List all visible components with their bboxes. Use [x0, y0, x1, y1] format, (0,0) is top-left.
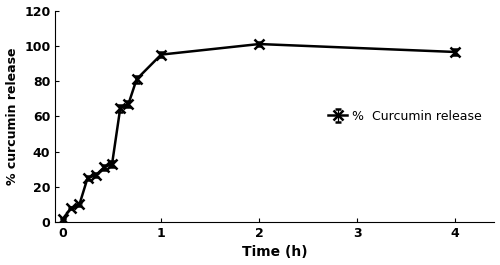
- X-axis label: Time (h): Time (h): [242, 245, 308, 259]
- Y-axis label: % curcumin release: % curcumin release: [6, 47, 18, 185]
- Legend: %  Curcumin release: % Curcumin release: [322, 104, 488, 129]
